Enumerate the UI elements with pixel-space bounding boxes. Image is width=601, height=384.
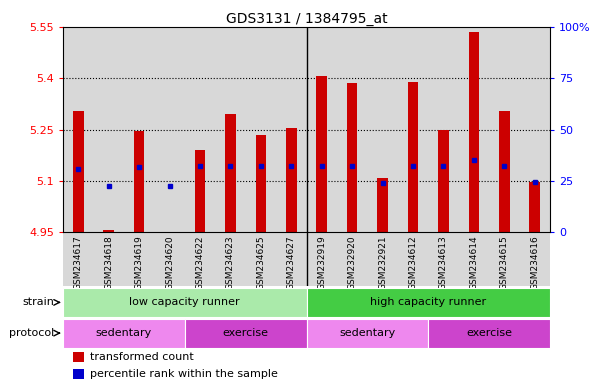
Text: GSM232919: GSM232919 bbox=[317, 235, 326, 290]
Bar bbox=[307, 288, 550, 317]
Text: GSM234613: GSM234613 bbox=[439, 235, 448, 290]
Bar bbox=[398, 232, 429, 286]
Bar bbox=[185, 27, 215, 232]
Bar bbox=[489, 232, 519, 286]
Text: GSM234620: GSM234620 bbox=[165, 235, 174, 290]
Bar bbox=[73, 351, 84, 362]
Bar bbox=[347, 83, 358, 232]
Text: GSM234619: GSM234619 bbox=[135, 235, 144, 290]
Text: GSM234618: GSM234618 bbox=[104, 235, 113, 290]
Bar bbox=[185, 232, 215, 286]
Text: low capacity runner: low capacity runner bbox=[129, 297, 240, 308]
Bar bbox=[398, 27, 429, 232]
Bar bbox=[73, 369, 84, 379]
Bar bbox=[276, 27, 307, 232]
Bar bbox=[73, 111, 84, 232]
Text: GSM234616: GSM234616 bbox=[530, 235, 539, 290]
Bar bbox=[246, 232, 276, 286]
Bar bbox=[429, 319, 550, 348]
Bar bbox=[215, 27, 246, 232]
Bar bbox=[185, 319, 307, 348]
Bar bbox=[255, 135, 266, 232]
Bar bbox=[124, 232, 154, 286]
Bar bbox=[499, 111, 510, 232]
Bar bbox=[154, 232, 185, 286]
Text: GSM234622: GSM234622 bbox=[195, 235, 204, 290]
Bar bbox=[246, 27, 276, 232]
Text: exercise: exercise bbox=[466, 328, 512, 338]
Text: high capacity runner: high capacity runner bbox=[370, 297, 486, 308]
Bar bbox=[459, 232, 489, 286]
Bar bbox=[519, 27, 550, 232]
Bar bbox=[286, 128, 297, 232]
Bar bbox=[307, 232, 337, 286]
Text: GSM234614: GSM234614 bbox=[469, 235, 478, 290]
Text: transformed count: transformed count bbox=[90, 352, 194, 362]
Text: GSM232921: GSM232921 bbox=[378, 235, 387, 290]
Title: GDS3131 / 1384795_at: GDS3131 / 1384795_at bbox=[226, 12, 387, 26]
Bar bbox=[154, 27, 185, 232]
Bar bbox=[94, 27, 124, 232]
Bar bbox=[367, 27, 398, 232]
Bar bbox=[63, 232, 94, 286]
Bar bbox=[337, 27, 367, 232]
Bar bbox=[124, 27, 154, 232]
Bar bbox=[469, 32, 479, 232]
Bar bbox=[428, 232, 459, 286]
Bar bbox=[529, 182, 540, 232]
Bar bbox=[337, 232, 367, 286]
Text: GSM234612: GSM234612 bbox=[409, 235, 418, 290]
Bar bbox=[94, 232, 124, 286]
Bar bbox=[225, 114, 236, 232]
Bar bbox=[519, 232, 550, 286]
Bar bbox=[63, 319, 185, 348]
Bar bbox=[134, 131, 144, 232]
Bar bbox=[307, 27, 337, 232]
Bar bbox=[103, 230, 114, 232]
Bar bbox=[195, 150, 206, 232]
Bar bbox=[407, 82, 418, 232]
Text: sedentary: sedentary bbox=[339, 328, 395, 338]
Bar bbox=[215, 232, 246, 286]
Text: GSM232920: GSM232920 bbox=[347, 235, 356, 290]
Bar bbox=[63, 288, 307, 317]
Bar bbox=[489, 27, 519, 232]
Text: exercise: exercise bbox=[222, 328, 269, 338]
Text: GSM234625: GSM234625 bbox=[257, 235, 266, 290]
Text: GSM234617: GSM234617 bbox=[74, 235, 83, 290]
Bar bbox=[307, 319, 429, 348]
Text: GSM234623: GSM234623 bbox=[226, 235, 235, 290]
Text: percentile rank within the sample: percentile rank within the sample bbox=[90, 369, 278, 379]
Text: GSM234615: GSM234615 bbox=[500, 235, 509, 290]
Bar bbox=[459, 27, 489, 232]
Text: sedentary: sedentary bbox=[96, 328, 152, 338]
Bar bbox=[316, 76, 327, 232]
Bar bbox=[276, 232, 307, 286]
Bar bbox=[438, 129, 449, 232]
Bar bbox=[428, 27, 459, 232]
Text: protocol: protocol bbox=[9, 328, 54, 338]
Bar bbox=[377, 178, 388, 232]
Bar bbox=[367, 232, 398, 286]
Bar bbox=[63, 27, 94, 232]
Text: strain: strain bbox=[22, 297, 54, 308]
Text: GSM234627: GSM234627 bbox=[287, 235, 296, 290]
